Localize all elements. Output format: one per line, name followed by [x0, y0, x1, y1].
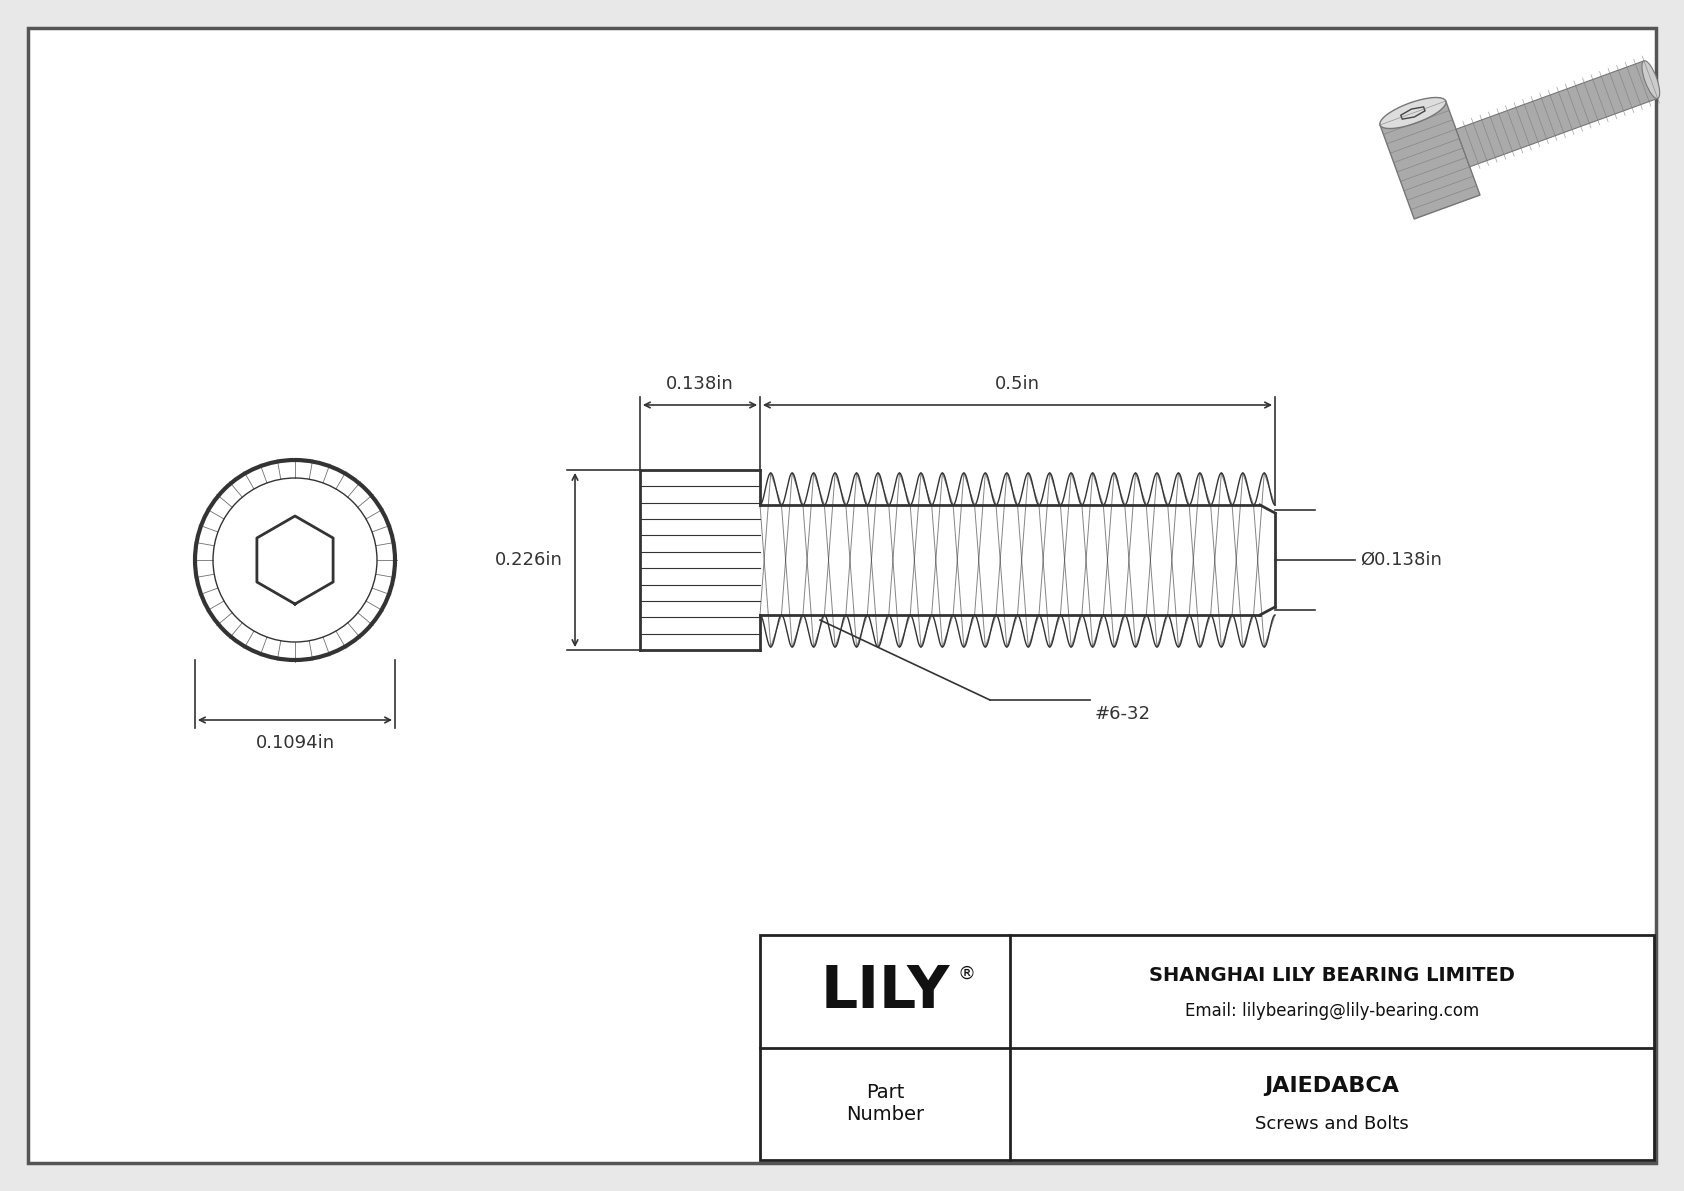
Bar — [1457, 61, 1657, 167]
Ellipse shape — [1642, 61, 1660, 99]
Text: 0.1094in: 0.1094in — [256, 734, 335, 752]
Text: 0.138in: 0.138in — [667, 375, 734, 393]
Text: LILY: LILY — [820, 964, 950, 1019]
Text: JAIEDABCA: JAIEDABCA — [1265, 1075, 1399, 1096]
Text: #6-32: #6-32 — [1095, 705, 1150, 723]
Bar — [1379, 101, 1480, 219]
Text: ®: ® — [958, 965, 977, 983]
Text: 0.5in: 0.5in — [995, 375, 1041, 393]
Text: Email: lilybearing@lily-bearing.com: Email: lilybearing@lily-bearing.com — [1186, 1003, 1479, 1021]
Text: Screws and Bolts: Screws and Bolts — [1255, 1115, 1410, 1133]
Bar — [759, 935, 1654, 1160]
Text: Part
Number: Part Number — [845, 1084, 925, 1124]
Ellipse shape — [1379, 98, 1447, 129]
Text: Ø0.138in: Ø0.138in — [1361, 551, 1442, 569]
Text: SHANGHAI LILY BEARING LIMITED: SHANGHAI LILY BEARING LIMITED — [1148, 966, 1516, 985]
Text: 0.226in: 0.226in — [495, 551, 562, 569]
